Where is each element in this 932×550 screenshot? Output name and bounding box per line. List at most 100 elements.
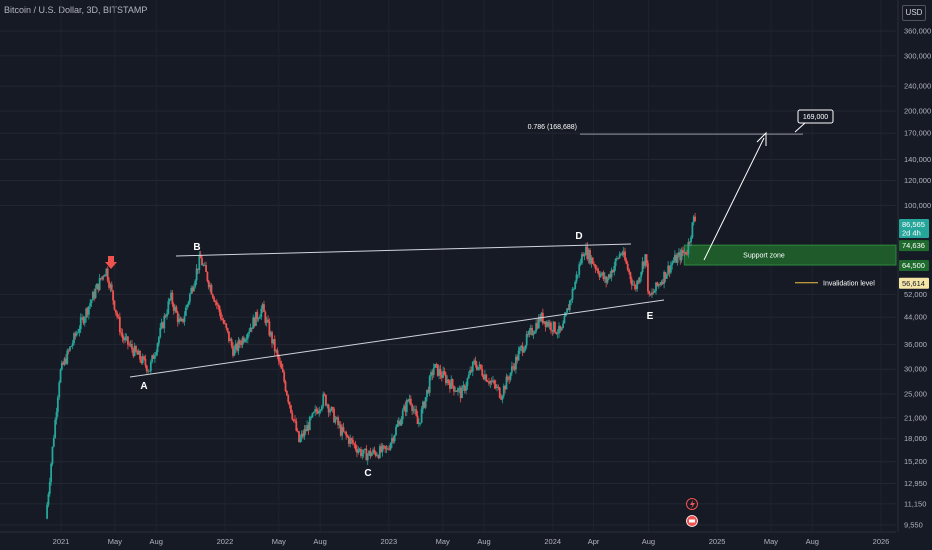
- candle-body: [362, 449, 365, 454]
- candle-body: [265, 319, 268, 323]
- candle-body: [621, 253, 624, 255]
- candle-body: [180, 318, 183, 322]
- candle-body: [391, 437, 393, 444]
- candle-body: [471, 361, 474, 372]
- candle-body: [318, 410, 321, 414]
- projection-arrow[interactable]: [703, 137, 765, 261]
- x-tick-label: Apr: [588, 537, 600, 546]
- support-zone-label: Support zone: [743, 253, 785, 260]
- candle-body: [458, 388, 461, 389]
- current-price-badge-text: 2d 4h: [902, 229, 921, 238]
- candle-body: [562, 323, 564, 329]
- target-price-box: [797, 109, 834, 124]
- candle-body: [548, 322, 551, 327]
- trend-line-b-d[interactable]: [175, 243, 632, 257]
- candle-body: [97, 283, 100, 291]
- currency-button[interactable]: USD: [902, 5, 926, 21]
- candle-body: [327, 404, 330, 413]
- candle-body: [567, 308, 570, 311]
- y-tick-label: 25,000: [904, 390, 927, 399]
- candle-body: [609, 274, 612, 278]
- candle-body: [252, 317, 255, 329]
- x-tick-label: Aug: [806, 537, 819, 546]
- candle-body: [395, 426, 397, 436]
- candle-body: [279, 361, 282, 364]
- candle-body: [481, 368, 484, 376]
- candle-body: [174, 306, 176, 311]
- candle-body: [224, 323, 226, 325]
- candle-body: [360, 449, 362, 457]
- candle-body: [271, 332, 273, 344]
- candle-body: [550, 322, 552, 331]
- candle-body: [579, 263, 582, 265]
- candle-body: [446, 379, 449, 384]
- candle-body: [496, 386, 498, 389]
- x-axis[interactable]: 2021 May Aug 2022 May Aug 2023 May Aug 2024 Apr Aug…: [0, 531, 896, 546]
- candle-body: [397, 421, 400, 424]
- candle-body: [85, 308, 88, 318]
- candle-body: [329, 410, 331, 413]
- candle-body: [382, 445, 385, 447]
- candle-body: [202, 265, 205, 266]
- candle-body: [195, 268, 198, 281]
- candle-body: [422, 401, 424, 410]
- candle-body: [451, 379, 454, 386]
- candle-body: [477, 367, 480, 370]
- candle-body: [250, 327, 253, 329]
- candle-body: [199, 255, 202, 259]
- candle-body: [641, 261, 644, 272]
- candle-body: [431, 372, 434, 376]
- candle-body: [450, 379, 453, 389]
- target-price-box-text: 169,000: [803, 114, 828, 121]
- candle-body: [657, 284, 660, 286]
- target-box-pointer: [794, 122, 806, 133]
- candle-body: [378, 446, 381, 458]
- y-tick-label: 15,200: [904, 457, 927, 466]
- candle-body: [314, 409, 317, 412]
- candle-body: [374, 452, 377, 456]
- candle-body: [500, 397, 502, 400]
- candle-body: [389, 443, 392, 450]
- candle-body: [131, 344, 133, 350]
- candle-body: [626, 263, 629, 270]
- y-axis[interactable]: 360,000 300,000 240,000 200,000 170,000 140,0…: [897, 0, 931, 532]
- candle-body: [368, 450, 370, 455]
- candle-body: [653, 291, 656, 293]
- candle-body: [302, 433, 304, 437]
- candle-body: [333, 408, 335, 423]
- candle-body: [89, 303, 92, 307]
- candle-body: [370, 453, 373, 457]
- candle-body: [539, 316, 542, 321]
- candle-body: [241, 337, 244, 346]
- candle-body: [310, 416, 313, 418]
- candle-body: [152, 355, 155, 359]
- candle-body: [354, 444, 357, 449]
- candle-body: [98, 277, 101, 291]
- trend-line-a-e[interactable]: [129, 299, 665, 378]
- candle-body: [87, 306, 90, 315]
- candle-body: [647, 263, 649, 292]
- candle-body: [334, 418, 337, 423]
- candle-body: [232, 345, 234, 356]
- candle-body: [492, 380, 494, 382]
- candle-body: [663, 271, 665, 284]
- candle-body: [547, 321, 550, 327]
- candle-body: [311, 412, 314, 417]
- candle-body: [358, 449, 361, 451]
- candle-body: [373, 449, 376, 453]
- candle-body: [633, 284, 636, 286]
- candle-body: [234, 343, 237, 350]
- flash-event-icon[interactable]: [686, 498, 698, 510]
- candle-body: [128, 344, 131, 346]
- candle-body: [419, 422, 422, 424]
- candle-body: [298, 431, 300, 443]
- candle-body: [82, 317, 85, 324]
- candle-body: [91, 291, 94, 301]
- candle-body: [145, 365, 148, 372]
- candle-body: [351, 439, 354, 444]
- candle-body: [226, 328, 229, 332]
- candle-body: [479, 364, 482, 369]
- candle-body: [306, 425, 308, 432]
- candle-body: [117, 316, 120, 318]
